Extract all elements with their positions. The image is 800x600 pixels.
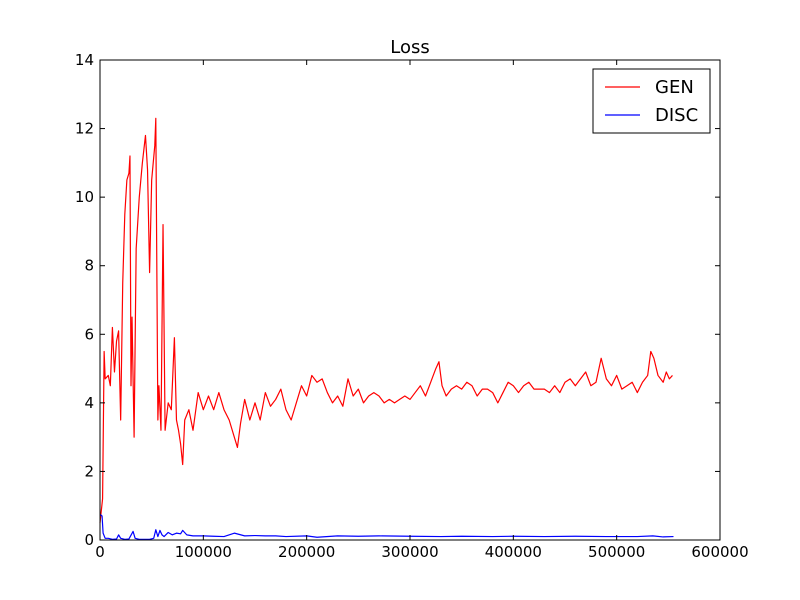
plot-frame	[99, 59, 721, 541]
x-tick-label: 100000	[175, 543, 232, 561]
y-tick-label: 10	[75, 188, 94, 206]
series-line-gen	[99, 117, 673, 523]
legend: GEN DISC	[592, 68, 711, 134]
x-tick-label: 200000	[278, 543, 335, 561]
legend-box	[592, 68, 711, 134]
series-line-disc	[99, 513, 674, 540]
y-tick-label: 4	[84, 394, 94, 412]
legend-label-disc: DISC	[655, 105, 698, 126]
y-tick-label: 8	[84, 257, 94, 275]
series-layer	[99, 117, 674, 540]
y-tick-label: 0	[84, 531, 94, 549]
y-tick-label: 14	[75, 51, 94, 69]
plot-background	[100, 60, 720, 540]
y-tick-label: 6	[84, 325, 94, 343]
x-tick-label: 0	[95, 543, 105, 561]
chart-title: Loss	[390, 37, 429, 58]
legend-label-gen: GEN	[655, 77, 694, 98]
x-tick-label: 400000	[485, 543, 542, 561]
x-tick-label: 500000	[588, 543, 645, 561]
x-tick-label: 300000	[381, 543, 438, 561]
y-tick-label: 12	[75, 120, 94, 138]
y-tick-label: 2	[84, 462, 94, 480]
x-tick-label: 600000	[691, 543, 748, 561]
ticks-layer: 0 100000 200000 300000 400000 500000 600000 0 2 4…	[75, 51, 749, 561]
